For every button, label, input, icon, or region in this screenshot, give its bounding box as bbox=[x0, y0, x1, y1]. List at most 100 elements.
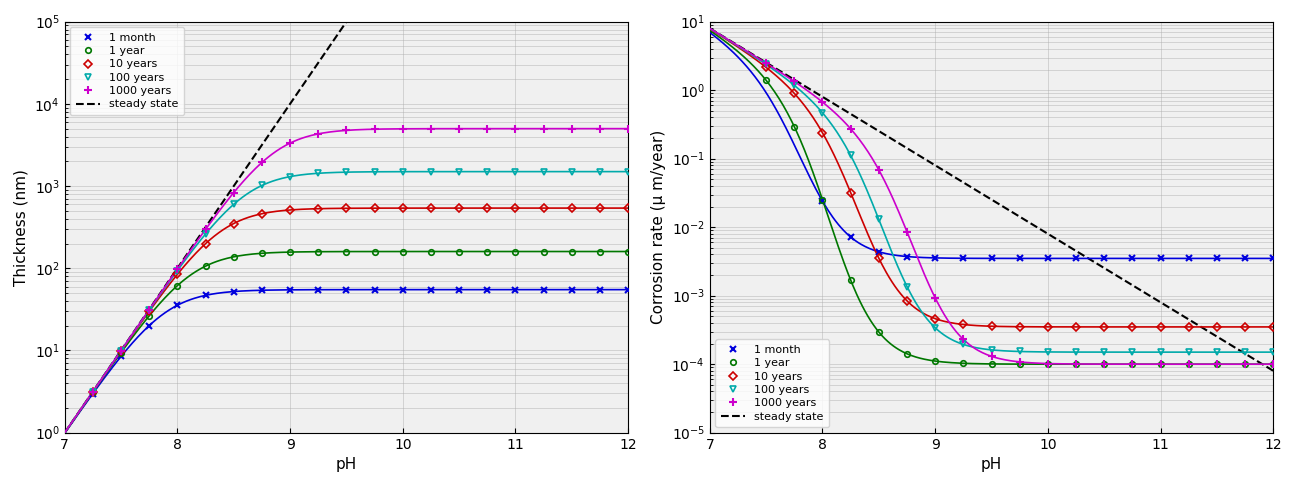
1 year bbox=[480, 249, 495, 255]
1000 years bbox=[86, 389, 101, 395]
10 years bbox=[508, 205, 524, 211]
1 month bbox=[480, 287, 495, 293]
Line: 100 years: 100 years bbox=[89, 168, 631, 395]
1 month bbox=[1153, 256, 1169, 261]
1 year bbox=[842, 277, 858, 283]
Line: 1 year: 1 year bbox=[763, 78, 1277, 367]
100 years bbox=[871, 217, 886, 223]
100 years bbox=[564, 169, 579, 174]
1 year bbox=[1068, 361, 1083, 367]
10 years bbox=[1096, 324, 1112, 330]
Line: 1000 years: 1000 years bbox=[762, 59, 1278, 368]
1 month bbox=[1209, 256, 1225, 261]
10 years bbox=[787, 90, 802, 96]
1 month bbox=[254, 287, 270, 293]
1 year bbox=[758, 77, 774, 83]
1000 years bbox=[842, 126, 858, 132]
steady state bbox=[124, 331, 140, 337]
1 month bbox=[395, 287, 411, 293]
10 years bbox=[871, 255, 886, 261]
1000 years bbox=[899, 229, 915, 235]
100 years bbox=[955, 342, 971, 347]
steady state bbox=[702, 25, 718, 31]
100 years bbox=[170, 268, 185, 274]
1 month bbox=[424, 287, 439, 293]
10 years bbox=[254, 211, 270, 217]
10 years bbox=[1068, 324, 1083, 330]
10 years bbox=[1209, 324, 1225, 330]
100 years bbox=[928, 325, 943, 330]
Y-axis label: Corrosion rate (μ m/year): Corrosion rate (μ m/year) bbox=[651, 130, 666, 324]
10 years bbox=[283, 207, 298, 213]
1 year bbox=[535, 249, 551, 255]
1 year bbox=[871, 329, 886, 335]
steady state bbox=[770, 67, 785, 72]
100 years bbox=[842, 153, 858, 158]
1000 years bbox=[367, 126, 382, 132]
Line: 1000 years: 1000 years bbox=[88, 124, 632, 396]
10 years bbox=[86, 389, 101, 395]
1 month bbox=[899, 254, 915, 260]
1000 years bbox=[1012, 359, 1028, 365]
X-axis label: pH: pH bbox=[981, 457, 1002, 472]
1 year bbox=[338, 249, 354, 255]
Line: steady state: steady state bbox=[65, 0, 629, 433]
1 year bbox=[1096, 361, 1112, 367]
1 year bbox=[1041, 361, 1056, 367]
1 month bbox=[871, 249, 886, 255]
10 years bbox=[338, 206, 354, 211]
1 month bbox=[451, 287, 467, 293]
10 years bbox=[592, 205, 608, 211]
100 years bbox=[113, 348, 128, 354]
1000 years bbox=[226, 190, 241, 195]
1000 years bbox=[787, 79, 802, 85]
1 year bbox=[815, 197, 831, 203]
10 years bbox=[1125, 324, 1140, 330]
10 years bbox=[311, 206, 327, 211]
1000 years bbox=[621, 126, 636, 132]
Line: 100 years: 100 years bbox=[762, 61, 1277, 356]
10 years bbox=[535, 205, 551, 211]
1000 years bbox=[955, 336, 971, 342]
1 year bbox=[1238, 361, 1253, 367]
1 year bbox=[1153, 361, 1169, 367]
1 year bbox=[928, 358, 943, 364]
1000 years bbox=[1125, 361, 1140, 367]
100 years bbox=[480, 169, 495, 174]
10 years bbox=[141, 309, 157, 314]
100 years bbox=[1181, 349, 1196, 355]
10 years bbox=[955, 322, 971, 328]
1000 years bbox=[815, 99, 831, 105]
1 month bbox=[621, 287, 636, 293]
1 month bbox=[1125, 256, 1140, 261]
1 year bbox=[170, 283, 185, 289]
1000 years bbox=[424, 126, 439, 132]
1 year bbox=[955, 360, 971, 366]
1 month bbox=[283, 287, 298, 293]
1000 years bbox=[592, 126, 608, 132]
1000 years bbox=[928, 295, 943, 301]
10 years bbox=[1181, 324, 1196, 330]
1 year bbox=[451, 249, 467, 255]
1 year bbox=[113, 350, 128, 356]
steady state bbox=[885, 137, 901, 143]
Legend: 1 month, 1 year, 10 years, 100 years, 1000 years, steady state: 1 month, 1 year, 10 years, 100 years, 10… bbox=[70, 27, 184, 115]
10 years bbox=[899, 298, 915, 304]
steady state bbox=[280, 104, 295, 110]
100 years bbox=[311, 171, 327, 176]
100 years bbox=[1012, 348, 1028, 354]
10 years bbox=[1153, 324, 1169, 330]
1000 years bbox=[1238, 361, 1253, 367]
100 years bbox=[226, 201, 241, 207]
Line: 1 year: 1 year bbox=[89, 249, 631, 395]
1 month bbox=[1181, 256, 1196, 261]
1 month bbox=[815, 198, 831, 204]
1 month bbox=[1012, 256, 1028, 261]
1 month bbox=[198, 293, 214, 298]
1000 years bbox=[480, 126, 495, 132]
1 month bbox=[226, 289, 241, 295]
1 month bbox=[170, 302, 185, 308]
1000 years bbox=[758, 60, 774, 66]
1 year bbox=[787, 124, 802, 130]
Legend: 1 month, 1 year, 10 years, 100 years, 1000 years, steady state: 1 month, 1 year, 10 years, 100 years, 10… bbox=[715, 339, 829, 427]
